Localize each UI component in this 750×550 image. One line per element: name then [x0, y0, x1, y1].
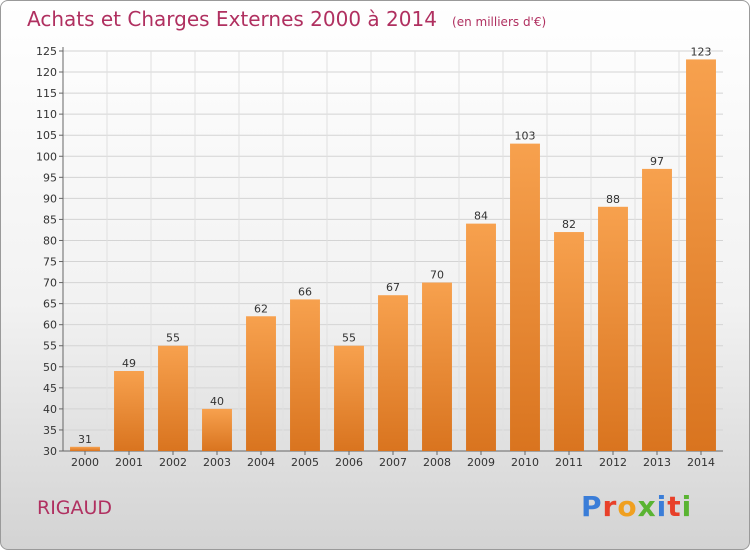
bar-2011[interactable]: [554, 232, 584, 451]
x-tick-label-2007: 2007: [379, 456, 407, 469]
y-tick-label: 30: [43, 445, 57, 458]
x-tick-label-2005: 2005: [291, 456, 319, 469]
y-tick-label: 35: [43, 424, 57, 437]
value-label-2008: 70: [430, 269, 444, 282]
y-tick-label: 95: [43, 171, 57, 184]
value-label-2001: 49: [122, 357, 136, 370]
x-tick-label-2011: 2011: [555, 456, 583, 469]
bar-2006[interactable]: [334, 345, 364, 451]
x-tick-label-2012: 2012: [599, 456, 627, 469]
value-label-2011: 82: [562, 218, 576, 231]
bar-2002[interactable]: [158, 345, 188, 451]
y-tick-label: 120: [36, 66, 57, 79]
y-tick-label: 125: [36, 45, 57, 58]
y-tick-label: 45: [43, 382, 57, 395]
y-tick-label: 65: [43, 298, 57, 311]
bar-2007[interactable]: [378, 295, 408, 451]
y-tick-label: 85: [43, 213, 57, 226]
value-label-2007: 67: [386, 281, 400, 294]
value-label-2004: 62: [254, 302, 268, 315]
value-label-2013: 97: [650, 155, 664, 168]
bar-2013[interactable]: [642, 168, 672, 452]
x-tick-label-2013: 2013: [643, 456, 671, 469]
bar-2010[interactable]: [510, 143, 540, 451]
x-tick-label-2003: 2003: [203, 456, 231, 469]
title-row: Achats et Charges Externes 2000 à 2014 (…: [27, 7, 546, 31]
logo-letter: i: [681, 490, 693, 523]
value-label-2003: 40: [210, 395, 224, 408]
logo-letter: t: [667, 490, 682, 523]
value-label-2000: 31: [78, 433, 92, 446]
chart-title: Achats et Charges Externes 2000 à 2014: [27, 7, 437, 31]
bar-layer: [70, 59, 716, 452]
value-label-2012: 88: [606, 193, 620, 206]
bar-2012[interactable]: [598, 206, 628, 451]
chart-subtitle: (en milliers d'€): [452, 15, 547, 29]
y-tick-label: 80: [43, 234, 57, 247]
y-tick-label: 50: [43, 361, 57, 374]
value-label-2014: 123: [691, 45, 712, 58]
x-tick-label-2000: 2000: [71, 456, 99, 469]
x-tick-label-2009: 2009: [467, 456, 495, 469]
x-tick-label-2008: 2008: [423, 456, 451, 469]
logo-letter: P: [581, 490, 603, 523]
x-tick-label-2002: 2002: [159, 456, 187, 469]
bar-2009[interactable]: [466, 223, 496, 451]
x-tick-label-2014: 2014: [687, 456, 715, 469]
logo-letter: o: [617, 490, 638, 523]
value-label-2002: 55: [166, 332, 180, 345]
label-layer: 31 49 55 40 62 66 55 67 70 84 103 82 88 97 123: [78, 45, 712, 445]
logo-letter: i: [656, 490, 668, 523]
value-label-2010: 103: [515, 130, 536, 143]
value-label-2009: 84: [474, 210, 488, 223]
value-label-2005: 66: [298, 285, 312, 298]
proxiti-logo[interactable]: Proxiti: [581, 490, 692, 523]
bar-2000[interactable]: [70, 446, 100, 451]
bar-2014[interactable]: [686, 59, 716, 451]
x-tick-label-2001: 2001: [115, 456, 143, 469]
y-tick-label: 100: [36, 150, 57, 163]
commune-name: RIGAUD: [37, 497, 113, 519]
x-tick-label-2006: 2006: [335, 456, 363, 469]
y-tick-label: 70: [43, 277, 57, 290]
bar-2005[interactable]: [290, 299, 320, 451]
bar-2008[interactable]: [422, 282, 452, 451]
value-label-2006: 55: [342, 332, 356, 345]
y-tick-label: 60: [43, 319, 57, 332]
y-tick-label: 55: [43, 340, 57, 353]
y-tick-label: 40: [43, 403, 57, 416]
y-tick-label: 110: [36, 108, 57, 121]
bar-2001[interactable]: [114, 371, 144, 451]
y-tick-label: 105: [36, 129, 57, 142]
y-tick-label: 75: [43, 256, 57, 269]
x-tick-label-2010: 2010: [511, 456, 539, 469]
x-tick-label-2004: 2004: [247, 456, 275, 469]
logo-letter: x: [637, 490, 657, 523]
logo-letter: r: [602, 490, 618, 523]
bar-2003[interactable]: [202, 408, 232, 451]
bar-2004[interactable]: [246, 316, 276, 451]
y-tick-label: 115: [36, 87, 57, 100]
y-tick-label: 90: [43, 192, 57, 205]
